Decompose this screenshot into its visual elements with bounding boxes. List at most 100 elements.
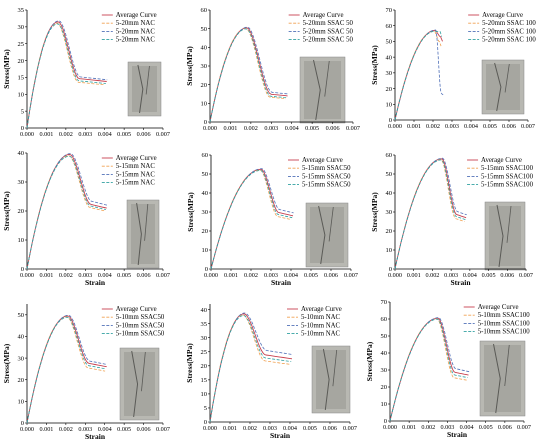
y-tick-label: 50 <box>386 39 393 46</box>
legend-label: 5-10mm NAC <box>301 322 341 329</box>
x-tick-label: 0.001 <box>39 131 53 138</box>
series-line-2 <box>210 169 292 270</box>
series-line-2 <box>26 22 106 129</box>
series-line-4 <box>26 155 106 270</box>
y-tick-label: 50 <box>381 333 388 340</box>
x-tick-label: 0.001 <box>223 125 237 132</box>
x-tick-label: 0.005 <box>479 424 493 431</box>
y-axis-title: Stress(MPa) <box>2 49 11 89</box>
x-tick-label: 0.006 <box>500 272 514 279</box>
legend-label: 5-20mm SSAC 50 <box>303 37 354 44</box>
chart-panel-5: 0.000 0.001 0.002 0.003 0.004 0.005 0.006 0.007… <box>186 152 358 287</box>
x-tick-label: 0.004 <box>463 272 477 279</box>
x-tick-label: 0.006 <box>326 125 340 132</box>
legend-label: Average Curve <box>478 304 519 311</box>
x-tick-label: 0.000 <box>383 424 397 431</box>
legend-label: 5-15mm SSAC100 <box>481 182 534 189</box>
y-tick-label: 20 <box>386 228 393 235</box>
specimen-photo <box>119 347 160 421</box>
x-axis-title: Strain <box>85 278 106 287</box>
y-axis-title: Stress(MPa) <box>370 45 379 85</box>
legend-label: 5-10mm SSAC50 <box>116 322 165 329</box>
x-tick-label: 0.004 <box>464 123 478 130</box>
series-line-4 <box>26 23 106 129</box>
y-tick-label: 40 <box>18 334 25 341</box>
series-line-4 <box>394 31 443 121</box>
specimen-photo <box>305 202 349 268</box>
x-tick-label: 0.007 <box>156 272 170 279</box>
x-axis-title: Strain <box>271 278 292 287</box>
x-tick-label: 0.001 <box>39 426 53 433</box>
x-tick-label: 0.003 <box>78 131 92 138</box>
series-line-2 <box>394 30 442 121</box>
x-axis-title: Strain <box>447 430 468 439</box>
legend-label: Average Curve <box>116 155 157 162</box>
y-tick-label: 0 <box>21 420 24 427</box>
x-axis-title: Strain <box>270 431 291 439</box>
y-tick-label: 10 <box>201 101 208 108</box>
x-tick-label: 0.003 <box>445 123 459 130</box>
x-tick-label: 0.004 <box>285 125 299 132</box>
legend-label: Average Curve <box>481 157 522 164</box>
x-tick-label: 0.007 <box>346 125 360 132</box>
chart-panel-9: 0.000 0.001 0.002 0.003 0.004 0.005 0.006 0.007… <box>365 299 531 439</box>
x-tick-label: 0.007 <box>156 426 170 433</box>
y-tick-label: 35 <box>201 321 208 328</box>
x-tick-label: 0.003 <box>264 125 278 132</box>
x-tick-label: 0.006 <box>323 425 337 432</box>
specimen-photo <box>479 340 526 417</box>
series-line-2 <box>26 155 106 270</box>
series-line-4 <box>209 28 287 123</box>
chart-panel-4: 0.000 0.001 0.002 0.003 0.004 0.005 0.006 0.007… <box>2 150 170 287</box>
legend-label: 5-20mm SSAC 100 <box>482 20 536 27</box>
series-line-4 <box>26 316 106 424</box>
y-tick-label: 20 <box>201 82 208 89</box>
specimen-photo <box>484 201 526 271</box>
y-tick-label: 10 <box>18 91 25 98</box>
x-tick-label: 0.005 <box>482 272 496 279</box>
y-tick-label: 0 <box>205 266 208 273</box>
y-tick-label: 0 <box>389 117 392 124</box>
y-tick-label: 40 <box>386 54 393 61</box>
legend-label: 5-20mm NAC <box>116 20 156 27</box>
series-line-1 <box>209 27 288 123</box>
x-tick-label: 0.000 <box>20 426 34 433</box>
y-axis-title: Stress(MPa) <box>186 192 195 232</box>
legend-label: 5-20mm NAC <box>116 37 156 44</box>
chart-panel-1: 0.000 0.001 0.002 0.003 0.004 0.005 0.006 0.007… <box>2 7 170 138</box>
y-tick-label: 60 <box>386 152 393 159</box>
x-tick-label: 0.006 <box>137 272 151 279</box>
y-tick-label: 30 <box>386 70 393 77</box>
series-line-3 <box>26 153 108 270</box>
series-line-1 <box>394 158 467 270</box>
x-tick-label: 0.001 <box>224 272 238 279</box>
y-tick-label: 30 <box>201 335 208 342</box>
x-tick-label: 0.007 <box>521 123 535 130</box>
series-line-3 <box>210 168 294 270</box>
y-tick-label: 30 <box>386 209 393 216</box>
y-tick-label: 10 <box>201 391 208 398</box>
x-tick-label: 0.007 <box>156 131 170 138</box>
y-tick-label: 40 <box>381 350 388 357</box>
y-tick-label: 35 <box>18 7 25 14</box>
x-tick-label: 0.007 <box>517 424 531 431</box>
x-tick-label: 0.006 <box>498 424 512 431</box>
y-axis-title: Stress(MPa) <box>185 343 194 383</box>
chart-panel-2: 0.000 0.001 0.002 0.003 0.004 0.005 0.006 0.007… <box>185 7 360 132</box>
y-tick-label: 50 <box>201 26 208 33</box>
legend-label: 5-15mm SSAC50 <box>302 182 351 189</box>
x-tick-label: 0.005 <box>305 125 319 132</box>
x-tick-label: 0.005 <box>303 425 317 432</box>
y-tick-label: 60 <box>386 23 393 30</box>
legend-label: 5-15mm SSAC100 <box>481 165 534 172</box>
x-tick-label: 0.005 <box>483 123 497 130</box>
specimen-photo <box>299 56 346 124</box>
x-tick-label: 0.001 <box>223 425 237 432</box>
y-axis-title: Stress(MPa) <box>2 191 11 231</box>
x-tick-label: 0.000 <box>203 125 217 132</box>
